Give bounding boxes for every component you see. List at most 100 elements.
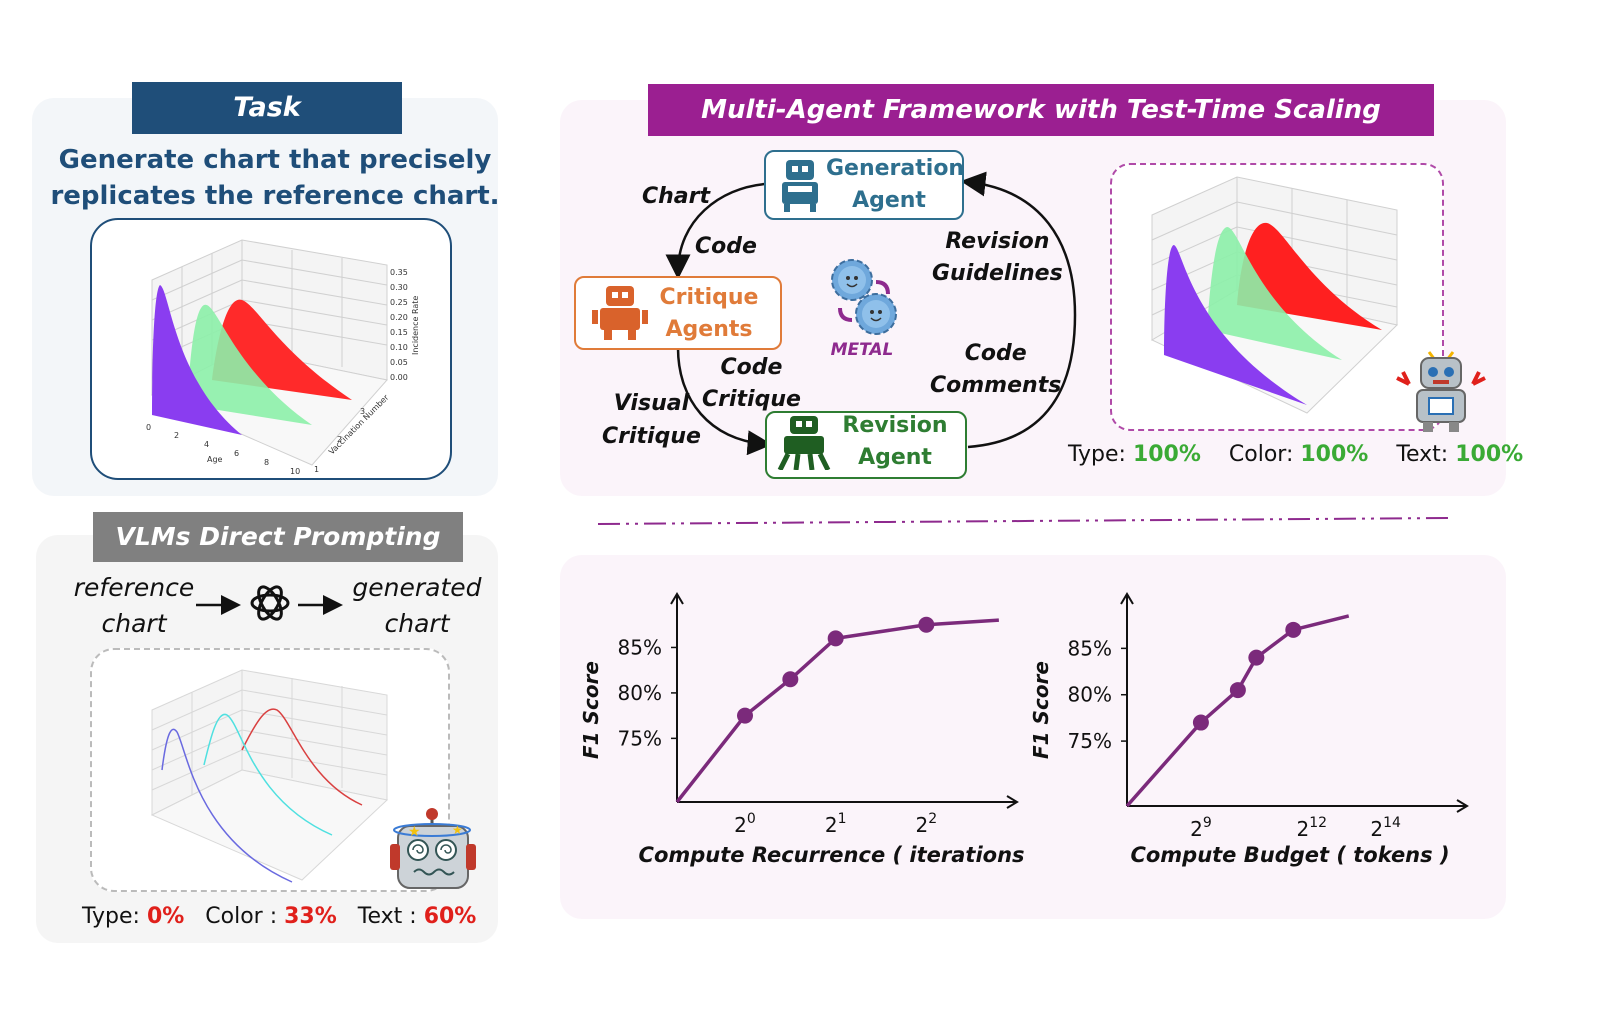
vlm-input-line-1: reference xyxy=(73,573,195,602)
ref-z-tick: 2 xyxy=(337,435,342,444)
y-tick-label: 80% xyxy=(618,681,662,705)
ref-y-ticks: 0.35 0.30 0.25 0.20 0.15 0.10 0.05 0.00 xyxy=(390,268,408,382)
edge-revision-guidelines-line-1: Revision xyxy=(945,229,1050,254)
y-tick-label: 85% xyxy=(618,635,662,659)
edge-label-code: Code xyxy=(695,234,757,259)
data-point xyxy=(827,630,844,647)
framework-cycle xyxy=(665,171,1077,456)
svg-text:★: ★ xyxy=(452,823,463,837)
metal-type-label: Type: xyxy=(1068,442,1133,467)
metal-curve-purple xyxy=(1164,245,1307,405)
ref-x-tick: 2 xyxy=(174,431,179,440)
edge-visual-critique-line-1: Visual xyxy=(613,391,690,416)
arrow-critique-to-revision xyxy=(676,347,773,456)
ref-x-tick: 8 xyxy=(264,458,269,467)
ref-curve-green xyxy=(187,304,312,425)
ref-z-tick: 1 xyxy=(314,465,319,474)
chart-budget: 75% 80% 85% 29 212 214 F1 Score Compute Budget … xyxy=(1029,592,1469,867)
y-axis-label: F1 Score xyxy=(579,661,603,759)
edge-label-code-comments: Code Comments xyxy=(930,338,1061,402)
task-line-1: Generate chart that precisely xyxy=(58,145,492,175)
vlm-curve-cyan xyxy=(203,713,333,836)
ref-x-tick: 0 xyxy=(146,423,151,432)
x-axis-arrow-icon xyxy=(1006,795,1019,809)
data-point xyxy=(918,616,935,633)
x-tick-label: 22 xyxy=(916,811,938,837)
generation-agent-label: Generation Agent xyxy=(826,153,964,217)
ref-z-ticks: 1 2 3 xyxy=(314,407,365,474)
ref-y-tick: 0.35 xyxy=(390,268,408,277)
ref-x-tick: 4 xyxy=(204,440,209,449)
metal-metrics: Type: 100% Color: 100% Text: 100% xyxy=(1068,442,1523,467)
vlm-color-label: Color : xyxy=(205,904,285,929)
edge-label-chart: Chart xyxy=(642,184,711,209)
vlm-output-label: generated chart xyxy=(350,570,484,642)
ref-z-tick: 3 xyxy=(360,407,365,416)
vlm-output-line-1: generated xyxy=(352,573,482,602)
y-tick-label: 75% xyxy=(618,726,662,750)
y-tick-label: 75% xyxy=(1068,729,1112,753)
x-axis-arrow-icon xyxy=(1456,799,1469,813)
revision-agent-line-2: Agent xyxy=(858,445,932,470)
data-point xyxy=(1229,682,1246,699)
y-tick-label: 85% xyxy=(1068,636,1112,660)
dizzy-robot-icon: ★ ★ xyxy=(390,808,476,889)
ref-y-tick: 0.20 xyxy=(390,313,408,322)
x-tick-label: 212 xyxy=(1297,815,1328,841)
metal-curve-green xyxy=(1207,227,1342,360)
ref-y-tick: 0.05 xyxy=(390,358,408,367)
vlm-color-value: 33% xyxy=(284,904,337,929)
ref-curve-purple xyxy=(152,285,242,435)
arrow-revision-to-generation xyxy=(960,171,1077,449)
task-description: Generate chart that precisely replicates… xyxy=(40,142,510,214)
data-point xyxy=(1285,621,1302,638)
reference-chart-svg: 0.35 0.30 0.25 0.20 0.15 0.10 0.05 0.00 … xyxy=(146,239,420,476)
edge-revision-guidelines-line-2: Guidelines xyxy=(932,261,1063,286)
ref-x-ticks: 0 2 4 6 8 10 xyxy=(146,423,300,476)
framework-header: Multi-Agent Framework with Test-Time Sca… xyxy=(648,84,1434,136)
vlm-type-label: Type: xyxy=(82,904,147,929)
vlm-output-line-2: chart xyxy=(384,609,450,638)
vlm-header: VLMs Direct Prompting xyxy=(93,512,463,562)
arrow-generation-to-critique xyxy=(665,182,766,280)
ref-y-tick: 0.30 xyxy=(390,283,408,292)
vlm-input-label: reference chart xyxy=(72,570,196,642)
llm-logo-icon xyxy=(250,585,290,621)
section-divider xyxy=(597,517,1453,525)
robot-icon xyxy=(592,286,648,340)
x-tick-label: 21 xyxy=(825,811,847,837)
data-point xyxy=(737,707,753,724)
metal-text-label: Text: xyxy=(1396,442,1456,467)
data-point xyxy=(1248,649,1265,666)
metal-generated-chart xyxy=(1110,163,1444,431)
critique-agents-label: Critique Agents xyxy=(652,282,766,346)
happy-robot-icon xyxy=(1396,351,1486,432)
vlm-type-value: 0% xyxy=(146,904,185,929)
critique-agents-line-2: Agents xyxy=(665,317,753,342)
edge-label-code-critique: Code Critique xyxy=(702,352,801,416)
revision-agent-line-1: Revision xyxy=(842,413,948,438)
y-axis-arrow-icon xyxy=(1120,592,1134,605)
gear-icon xyxy=(855,293,897,335)
edge-code-comments-line-1: Code xyxy=(964,341,1027,366)
vlm-generated-chart-svg xyxy=(150,669,389,883)
x-tick-label: 214 xyxy=(1370,815,1401,841)
metal-color-label: Color: xyxy=(1228,442,1301,467)
ref-x-tick: 6 xyxy=(234,449,239,458)
revision-agent-label: Revision Agent xyxy=(836,410,954,474)
series-line xyxy=(1125,614,1350,808)
ref-x-tick: 10 xyxy=(290,467,300,476)
metal-color-value: 100% xyxy=(1300,442,1369,467)
robot-icon xyxy=(782,160,818,212)
gears-icon xyxy=(831,259,897,335)
task-header: Task xyxy=(132,82,402,134)
ref-y-tick: 0.25 xyxy=(390,298,408,307)
svg-text:★: ★ xyxy=(408,824,421,840)
ref-y-tick: 0.15 xyxy=(390,328,408,337)
y-axis-label: F1 Score xyxy=(1029,661,1053,759)
x-tick-label: 29 xyxy=(1190,815,1212,841)
ref-y-tick: 0.10 xyxy=(390,343,408,352)
gear-icon xyxy=(831,259,873,301)
generation-agent-line-2: Agent xyxy=(852,188,926,213)
vlm-metrics: Type: 0% Color : 33% Text : 60% xyxy=(82,904,476,929)
